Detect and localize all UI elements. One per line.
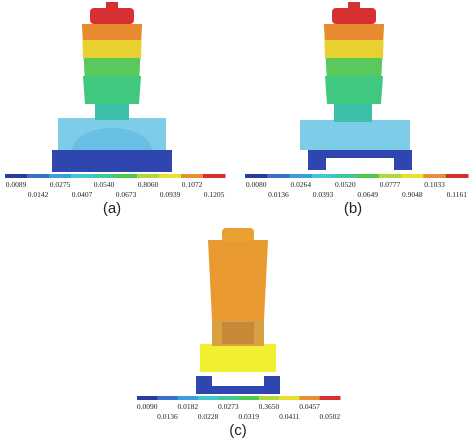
color-bar-segment	[203, 174, 226, 178]
scale-label: 0.9048	[402, 190, 423, 199]
color-bar-segment	[267, 174, 291, 178]
scale-label: 0.0777	[380, 180, 401, 189]
scale-label: 0.0319	[238, 412, 259, 421]
scale-label: 0.0457	[299, 402, 320, 411]
color-bar-segment	[181, 174, 204, 178]
panel-label: (c)	[229, 422, 247, 439]
color-bar-segment	[238, 396, 260, 400]
color-bar-segment	[5, 174, 28, 178]
color-bar-segment	[279, 396, 300, 400]
panel-label: (a)	[103, 200, 121, 217]
model-a	[52, 2, 172, 172]
model-c	[196, 228, 280, 394]
color-bar-segment	[93, 174, 116, 178]
color-bar-segment	[137, 174, 160, 178]
scale-label: 0.0407	[72, 190, 93, 199]
scale-label: 0.0673	[116, 190, 137, 199]
scale-label: 0.0136	[157, 412, 178, 421]
color-bar-segment	[356, 174, 380, 178]
scale-label: 0.0520	[335, 180, 356, 189]
scale-label: 0.0182	[177, 402, 198, 411]
scale-label: 0.0275	[50, 180, 71, 189]
panel-label: (b)	[344, 200, 362, 217]
scale-label: 0.0502	[320, 412, 341, 421]
color-bar-segment	[115, 174, 138, 178]
scale-label: 0.0649	[357, 190, 378, 199]
scale-label: 0.1072	[182, 180, 203, 189]
scale-label: 0.0264	[290, 180, 311, 189]
color-bar-segment	[71, 174, 94, 178]
scale-label: 0.0089	[6, 180, 27, 189]
scale-label: 0.3650	[259, 402, 280, 411]
scale-label: 0.1205	[204, 190, 225, 199]
color-bar-segment	[137, 396, 158, 400]
scale-label: 0.0393	[313, 190, 334, 199]
model-b	[300, 2, 412, 170]
color-bar-segment	[289, 174, 313, 178]
color-bar-segment	[258, 396, 280, 400]
color-bar-segment	[218, 396, 239, 400]
color-bar-segment	[423, 174, 447, 178]
color-bar-segment	[401, 174, 424, 178]
color-bar-segment	[311, 174, 335, 178]
color-bar-segment	[159, 174, 182, 178]
color-bar-segment	[157, 396, 179, 400]
color-bar-segment	[197, 396, 219, 400]
color-bar-segment	[378, 174, 402, 178]
scale-label: 0.8060	[138, 180, 159, 189]
scale-label: 0.0540	[94, 180, 115, 189]
color-bar-segment	[49, 174, 72, 178]
scale-label: 0.0090	[137, 402, 158, 411]
scale-label: 0.0273	[218, 402, 239, 411]
color-bar-segment	[319, 396, 341, 400]
color-bar-segment	[445, 174, 469, 178]
color-bar-segment	[245, 174, 268, 178]
scale-label: 0.0136	[268, 190, 289, 199]
color-bar-segment	[27, 174, 50, 178]
scale-label: 0.0939	[160, 190, 181, 199]
scale-label: 0.1033	[424, 180, 445, 189]
color-bar-segment	[299, 396, 321, 400]
scale-label: 0.0411	[279, 412, 300, 421]
scale-label: 0.0080	[246, 180, 267, 189]
scale-label: 0.1161	[447, 190, 468, 199]
color-bar-segment	[334, 174, 357, 178]
color-bar-segment	[177, 396, 199, 400]
scale-label: 0.0228	[198, 412, 219, 421]
scale-label: 0.0142	[28, 190, 49, 199]
